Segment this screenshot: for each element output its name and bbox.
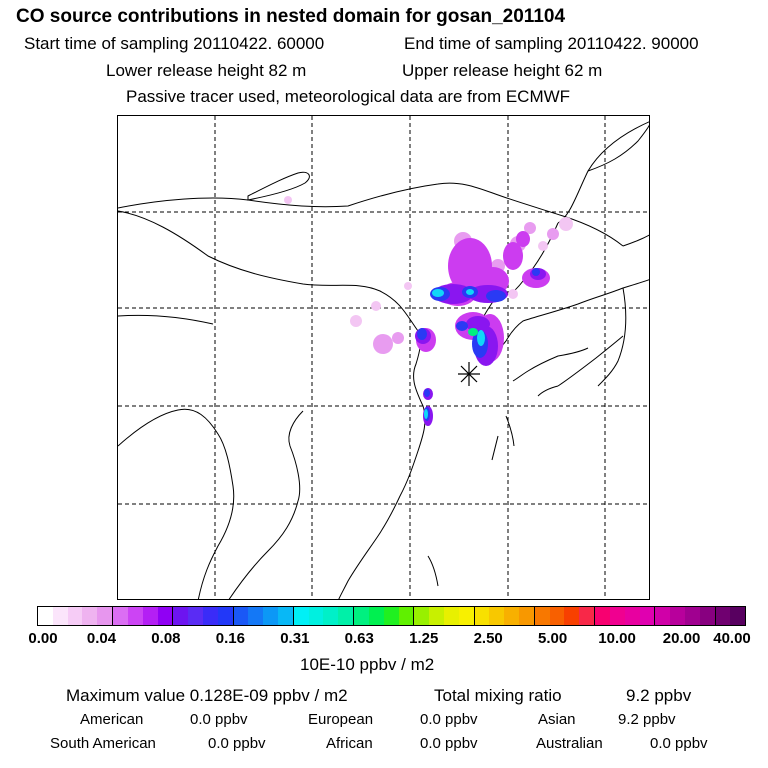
max-value: Maximum value 0.128E-09 ppbv / m2 bbox=[66, 686, 348, 705]
tracer-note: Passive tracer used, meteorological data… bbox=[126, 87, 571, 106]
colorbar-segment bbox=[699, 607, 716, 625]
value-australian: 0.0 ppbv bbox=[650, 735, 708, 752]
colorbar-segment bbox=[354, 607, 369, 625]
colorbar-segment bbox=[609, 607, 625, 625]
region-african: African bbox=[326, 735, 373, 752]
plume-green bbox=[468, 328, 478, 336]
colorbar-segment bbox=[338, 607, 355, 625]
total-mixing-value: 9.2 ppbv bbox=[626, 686, 692, 705]
colorbar-segment bbox=[429, 607, 444, 625]
colorbar-segment bbox=[278, 607, 294, 625]
colorbar-segment bbox=[263, 607, 278, 625]
colorbar-segment bbox=[383, 607, 399, 625]
lower-release-height: Lower release height 82 m bbox=[106, 61, 307, 80]
colorbar-segment bbox=[233, 607, 249, 625]
colorbar-segment bbox=[519, 607, 535, 625]
colorbar-segment bbox=[684, 607, 700, 625]
colorbar-tick-label: 0.63 bbox=[344, 630, 374, 647]
colorbar-segment bbox=[670, 607, 685, 625]
colorbar-segment bbox=[82, 607, 98, 625]
colorbar-tick-label: 0.04 bbox=[86, 630, 117, 647]
colorbar-segment bbox=[38, 607, 53, 625]
colorbar-segment bbox=[564, 607, 580, 625]
colorbar-tick-label: 0.31 bbox=[280, 630, 310, 647]
colorbar-segment bbox=[308, 607, 324, 625]
colorbar-segment bbox=[398, 607, 415, 625]
colorbar-tick-label: 0.16 bbox=[215, 630, 245, 647]
value-south-american: 0.0 ppbv bbox=[208, 735, 266, 752]
colorbar-segment bbox=[579, 607, 596, 625]
region-american: American bbox=[80, 711, 144, 728]
colorbar-segment bbox=[414, 607, 430, 625]
colorbar-segment bbox=[504, 607, 519, 625]
colorbar-segment bbox=[188, 607, 203, 625]
colorbar-tick-label: 0.00 bbox=[28, 630, 58, 647]
colorbar-segment bbox=[217, 607, 234, 625]
colorbar-segment bbox=[655, 607, 671, 625]
total-mixing-label: Total mixing ratio bbox=[434, 686, 562, 705]
asterisk-icon bbox=[458, 362, 480, 386]
value-american: 0.0 ppbv bbox=[190, 711, 248, 728]
colorbar-segment bbox=[715, 607, 731, 625]
colorbar-segment bbox=[368, 607, 384, 625]
colorbar-segment bbox=[248, 607, 264, 625]
colorbar-tick-label: 40.00 bbox=[713, 630, 751, 647]
map-canvas bbox=[118, 116, 649, 599]
colorbar-segment bbox=[97, 607, 114, 625]
colorbar-segment bbox=[730, 607, 746, 625]
colorbar-segment bbox=[474, 607, 490, 625]
colorbar-segment bbox=[639, 607, 656, 625]
map-panel bbox=[117, 115, 650, 600]
colorbar-tick-label: 20.00 bbox=[662, 630, 701, 647]
value-african: 0.0 ppbv bbox=[420, 735, 478, 752]
start-time: Start time of sampling 20110422. 60000 bbox=[24, 34, 325, 53]
colorbar-tick-label: 5.00 bbox=[538, 630, 568, 647]
colorbar-segment bbox=[595, 607, 610, 625]
colorbar-segment bbox=[293, 607, 309, 625]
colorbar-tick-label: 10.00 bbox=[598, 630, 636, 647]
colorbar-segment bbox=[67, 607, 83, 625]
colorbar-tick-label: 0.08 bbox=[151, 630, 181, 647]
colorbar-segment bbox=[113, 607, 128, 625]
colorbar bbox=[37, 606, 746, 626]
colorbar-segment bbox=[127, 607, 143, 625]
value-asian: 9.2 ppbv bbox=[618, 711, 676, 728]
colorbar-segment bbox=[142, 607, 158, 625]
lat-lon-grid bbox=[118, 116, 649, 599]
plot-title: CO source contributions in nested domain… bbox=[16, 6, 566, 27]
colorbar-segment bbox=[202, 607, 218, 625]
plume-pale bbox=[284, 196, 573, 327]
colorbar-segment bbox=[443, 607, 459, 625]
colorbar-segment bbox=[323, 607, 339, 625]
end-time: End time of sampling 20110422. 90000 bbox=[404, 34, 699, 53]
region-european: European bbox=[308, 711, 374, 728]
colorbar-tick-label: 1.25 bbox=[409, 630, 439, 647]
region-australian: Australian bbox=[536, 735, 603, 752]
colorbar-segment bbox=[534, 607, 550, 625]
colorbar-tick-label: 2.50 bbox=[473, 630, 503, 647]
colorbar-segment bbox=[489, 607, 505, 625]
colorbar-segment bbox=[624, 607, 640, 625]
colorbar-segment bbox=[157, 607, 174, 625]
colorbar-segment bbox=[52, 607, 68, 625]
region-south-american: South American bbox=[50, 735, 156, 752]
co-plume bbox=[284, 196, 573, 426]
colorbar-units: 10E-10 ppbv / m2 bbox=[300, 655, 435, 674]
upper-release-height: Upper release height 62 m bbox=[402, 61, 603, 80]
coastlines bbox=[118, 121, 649, 599]
plume-cyan bbox=[424, 289, 485, 419]
colorbar-segment bbox=[173, 607, 189, 625]
colorbar-segment bbox=[458, 607, 475, 625]
region-asian: Asian bbox=[538, 711, 576, 728]
colorbar-segment bbox=[549, 607, 565, 625]
value-european: 0.0 ppbv bbox=[420, 711, 478, 728]
